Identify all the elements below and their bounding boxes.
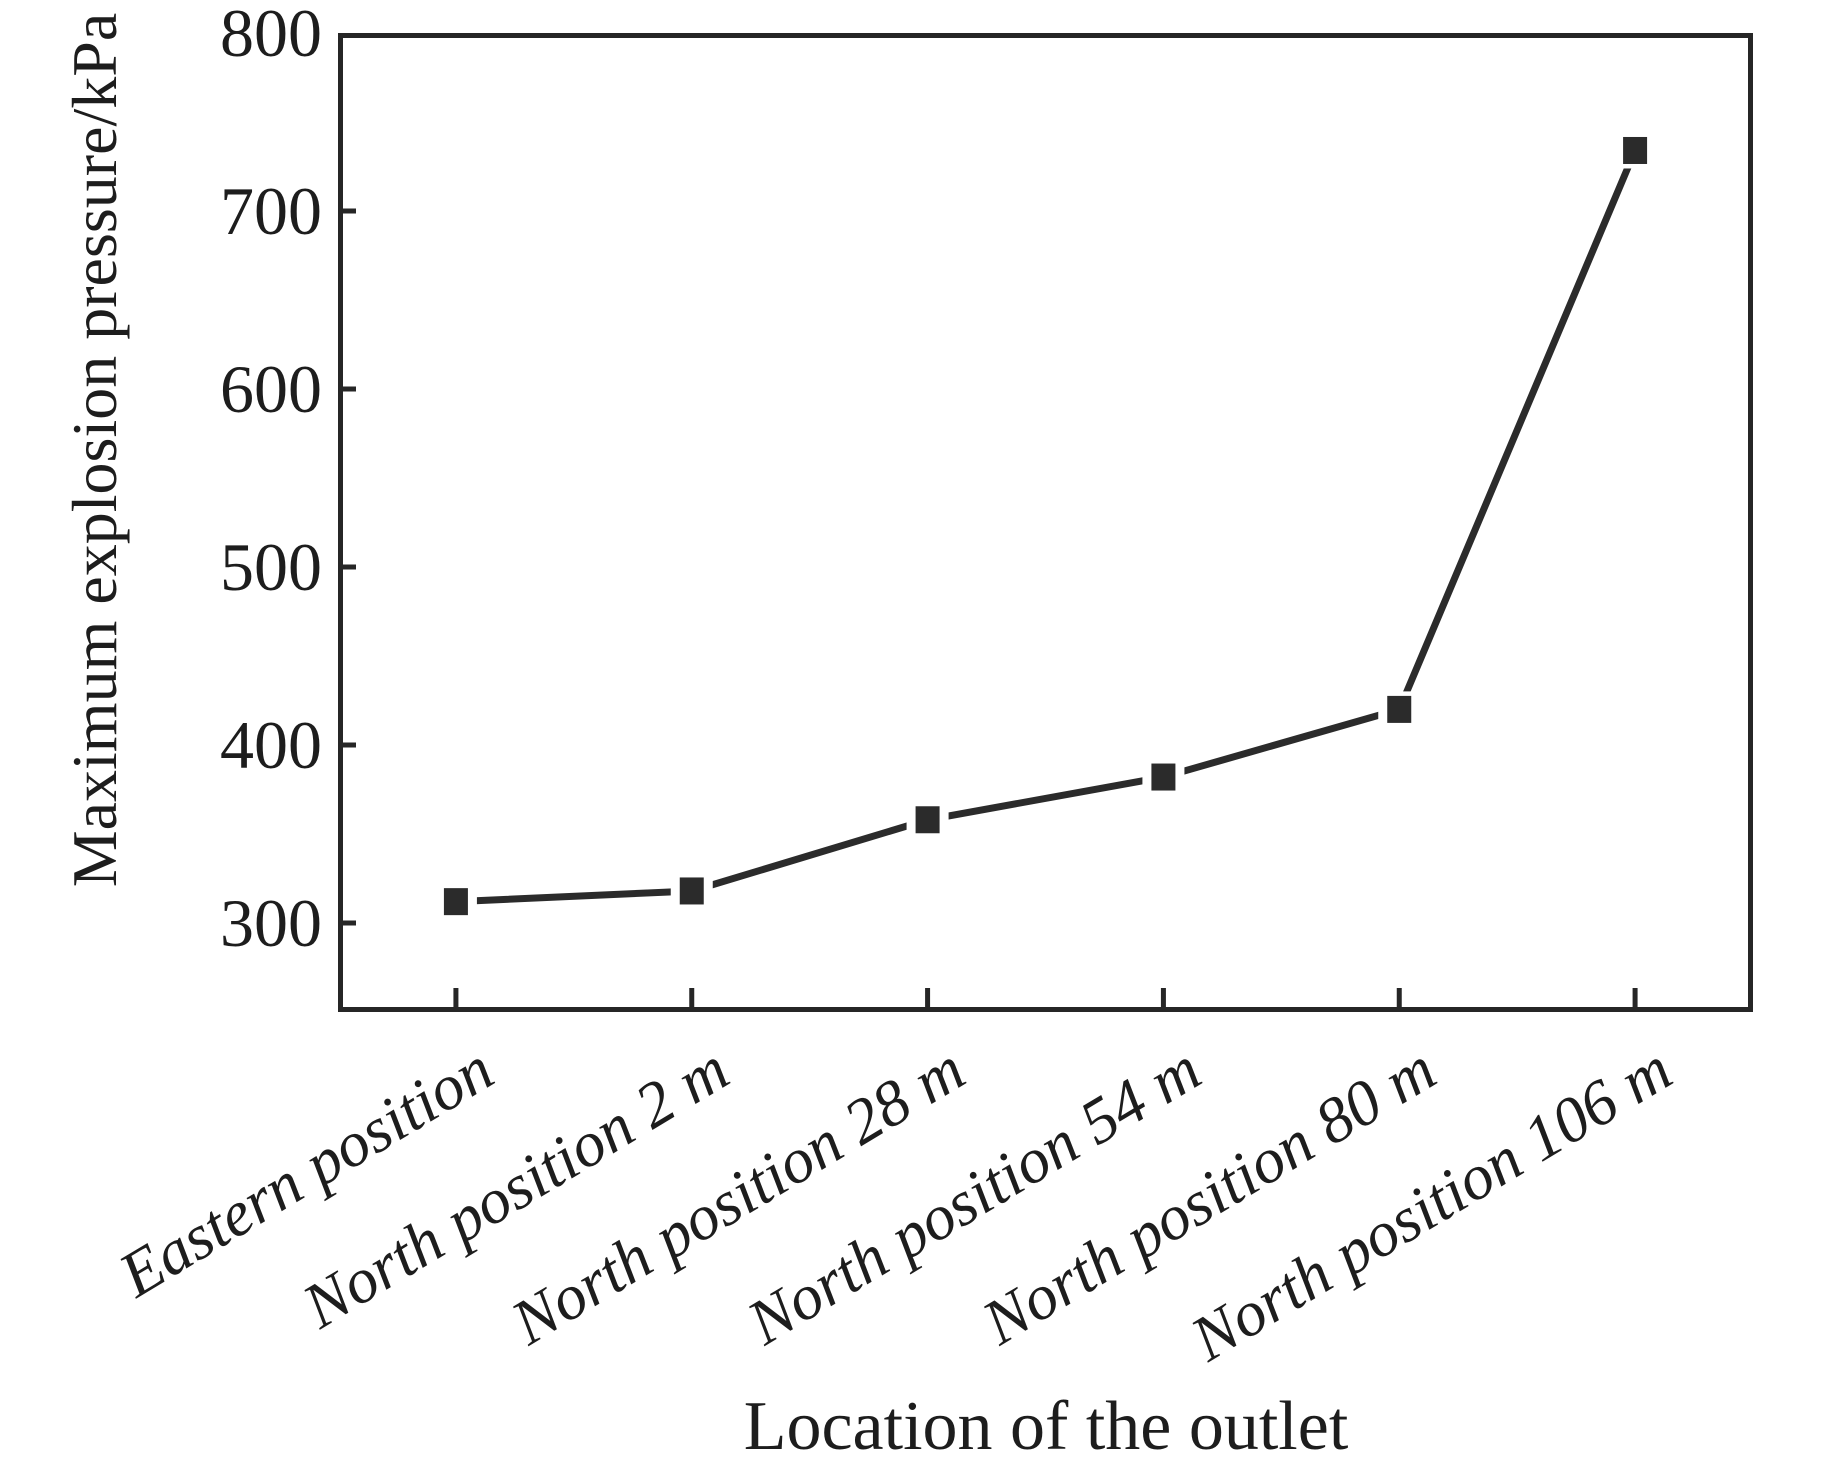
plot-frame [338,33,1753,1012]
data-point-marker [443,888,468,916]
data-point-marker [915,806,940,834]
data-point-marker [1151,763,1176,791]
data-line [455,149,1639,906]
y-tick-label: 800 [220,0,322,71]
y-axis-title: Maximum explosion pressure/kPa [59,12,130,888]
x-axis-title: Location of the outlet [743,1388,1349,1465]
plot-area [338,33,1753,1012]
y-tick-label: 600 [220,351,322,427]
data-point-marker [1387,695,1412,723]
y-tick-label: 400 [220,707,322,783]
y-tick-label: 300 [220,885,322,961]
y-tick-label: 700 [220,173,322,249]
data-point-marker [1623,136,1648,164]
data-point-marker [679,877,704,905]
y-tick-label: 500 [220,529,322,605]
